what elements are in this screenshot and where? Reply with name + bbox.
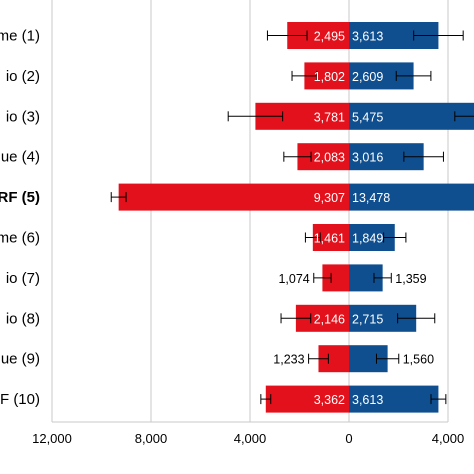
right-value-label: 1,560: [403, 353, 434, 367]
right-bar: [349, 385, 439, 413]
category-label: RF (5): [0, 189, 40, 206]
right-bar: [349, 102, 474, 130]
left-value-label: 1,074: [278, 272, 309, 286]
category-label: ue (4): [1, 149, 40, 166]
left-value-label: 2,083: [314, 151, 345, 165]
right-value-label: 5,475: [352, 110, 383, 124]
category-label: io (7): [6, 270, 40, 287]
right-bar: [349, 183, 474, 211]
left-value-label: 3,362: [314, 393, 345, 407]
category-label: me (1): [0, 28, 40, 45]
right-value-label: 2,715: [352, 312, 383, 326]
right-value-label: 13,478: [352, 191, 390, 205]
category-label: F (10): [0, 391, 40, 408]
right-value-label: 1,359: [395, 272, 426, 286]
left-value-label: 2,495: [314, 30, 345, 44]
category-label: ue (9): [1, 351, 40, 368]
category-label: io (3): [6, 108, 40, 125]
x-axis-ticks: 12,000 8,000 4,000 0 4,000: [32, 431, 464, 446]
left-value-label: 1,802: [314, 70, 345, 84]
right-value-label: 3,016: [352, 151, 383, 165]
left-value-label: 9,307: [314, 191, 345, 205]
x-tick-label: 4,000: [432, 431, 465, 446]
category-label: io (8): [6, 310, 40, 327]
left-value-label: 2,146: [314, 312, 345, 326]
right-value-label: 3,613: [352, 393, 383, 407]
left-bar: [265, 385, 349, 413]
left-value-label: 1,461: [314, 232, 345, 246]
left-value-label: 1,233: [273, 353, 304, 367]
right-value-label: 3,613: [352, 30, 383, 44]
category-label: me (6): [0, 230, 40, 247]
x-tick-label: 0: [345, 431, 352, 446]
category-label: io (2): [6, 68, 40, 85]
x-tick-label: 4,000: [234, 431, 267, 446]
left-bar: [118, 183, 349, 211]
category-labels: me (1) io (2) io (3) ue (4) RF (5) me (6) io (…: [0, 28, 40, 409]
error-bars: [110, 30, 474, 405]
value-labels: 2,495 3,613 1,802 2,609 3,781 5,475 2,083 3,016…: [273, 30, 434, 408]
right-value-label: 1,849: [352, 232, 383, 246]
x-tick-label: 8,000: [135, 431, 168, 446]
left-value-label: 3,781: [314, 110, 345, 124]
x-tick-label: 12,000: [32, 431, 72, 446]
right-value-label: 2,609: [352, 70, 383, 84]
